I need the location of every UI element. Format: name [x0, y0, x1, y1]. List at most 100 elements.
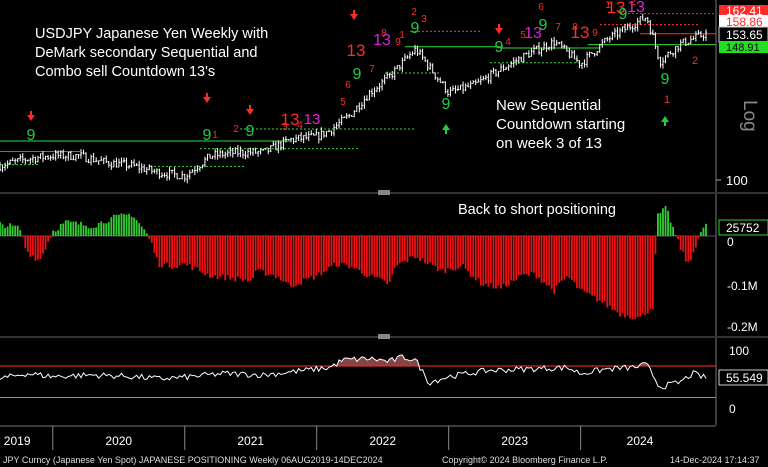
- positioning-bar-long: [82, 225, 85, 236]
- positioning-bar-short: [381, 236, 384, 279]
- positioning-bar-short: [350, 236, 353, 268]
- positioning-bar-long: [667, 210, 669, 236]
- demark-setup-digit: 2: [411, 7, 417, 18]
- positioning-bar-short: [307, 236, 310, 279]
- positioning-bar-long: [135, 220, 138, 236]
- demark-setup-digit: 7: [369, 64, 375, 75]
- positioning-bar-short: [211, 236, 214, 278]
- positioning-bar-short: [376, 236, 378, 278]
- positioning-bar-short: [279, 236, 282, 281]
- positioning-bar-long: [115, 214, 118, 236]
- price-tag-153: 153.65: [718, 26, 768, 43]
- positioning-bar-short: [360, 236, 363, 274]
- positioning-bar-short: [297, 236, 300, 285]
- positioning-bar-short: [398, 236, 401, 264]
- positioning-bar-short: [206, 236, 209, 274]
- positioning-bar-long: [674, 235, 677, 236]
- positioning-bar-long: [52, 230, 55, 236]
- positioning-bar-short: [651, 236, 654, 309]
- oscillator-last-label: 55.549: [726, 371, 763, 385]
- positioning-bar-long: [140, 226, 143, 236]
- price-tag-148: 148.91: [719, 41, 768, 54]
- demark-setup-digit: 3: [282, 122, 288, 133]
- positioning-bar-short: [429, 236, 432, 263]
- positioning-title: Back to short positioning: [458, 202, 616, 218]
- annotation-line-1: New Sequential: [496, 97, 601, 114]
- positioning-bar-short: [596, 236, 599, 302]
- demark-setup-digit: 1: [605, 0, 611, 11]
- positioning-bar-long: [54, 231, 57, 236]
- positioning-bar-short: [459, 236, 462, 267]
- positioning-bar-short: [247, 236, 249, 282]
- positioning-panel: Back to short positioning 25752 0 -0.1M …: [0, 194, 768, 336]
- panel-splitter-2[interactable]: [378, 334, 390, 339]
- oscillator-last-tag: 55.549: [718, 369, 768, 386]
- positioning-bar-long: [0, 221, 1, 236]
- positioning-bar-short: [598, 236, 601, 301]
- positioning-bar-short: [649, 236, 652, 310]
- positioning-bar-long: [9, 223, 12, 236]
- positioning-bar-short: [505, 236, 507, 287]
- positioning-bar-short: [209, 236, 211, 278]
- positioning-bar-short: [431, 236, 434, 265]
- positioning-bar-short: [576, 236, 578, 288]
- positioning-bar-short: [386, 236, 389, 285]
- positioning-bar-short: [522, 236, 525, 275]
- positioning-bar-short: [37, 236, 39, 260]
- pos-tick-2: -0.2M: [727, 320, 758, 334]
- positioning-bar-short: [188, 236, 191, 265]
- positioning-bar-long: [1, 224, 4, 236]
- positioning-bar-short: [335, 236, 338, 267]
- positioning-bar-long: [97, 222, 100, 236]
- demark-setup-digit: 2: [630, 0, 636, 8]
- positioning-bar-short: [295, 236, 297, 286]
- positioning-bar-short: [290, 236, 292, 287]
- positioning-bar-long: [102, 223, 105, 236]
- demark-count-label: 13: [347, 41, 366, 60]
- positioning-bar-short: [570, 236, 573, 280]
- panel-splitter-1[interactable]: [378, 190, 390, 195]
- positioning-bar-short: [560, 236, 563, 281]
- footer-left: JPY Curncy (Japanese Yen Spot) JAPANESE …: [3, 455, 383, 465]
- positioning-bar-long: [145, 233, 148, 236]
- positioning-bar-short: [158, 236, 161, 268]
- positioning-bar-long: [657, 213, 659, 236]
- positioning-bar-short: [345, 236, 348, 265]
- demark-count-label: 2: [692, 55, 698, 67]
- osc-tick-100: 100: [729, 344, 749, 358]
- pos-tick-0: 0: [727, 235, 734, 249]
- positioning-bar-long: [133, 217, 136, 236]
- positioning-bar-short: [520, 236, 523, 276]
- positioning-bar-short: [530, 236, 533, 273]
- positioning-bar-short: [150, 236, 153, 243]
- positioning-bar-long: [80, 221, 82, 236]
- positioning-bar-short: [421, 236, 424, 259]
- positioning-bar-long: [59, 223, 62, 236]
- positioning-bar-long: [128, 213, 130, 236]
- positioning-bar-long: [92, 227, 95, 236]
- positioning-bar-long: [669, 222, 672, 236]
- positioning-bar-long: [107, 222, 110, 236]
- demark-count-label: 9: [619, 6, 628, 23]
- oscillator-line: [0, 354, 707, 390]
- positioning-bar-short: [340, 236, 343, 263]
- positioning-bar-short: [47, 236, 49, 242]
- positioning-bar-short: [697, 236, 700, 239]
- positioning-bar-short: [621, 236, 624, 314]
- positioning-bar-short: [464, 236, 467, 269]
- positioning-bar-short: [639, 236, 642, 317]
- positioning-bar-short: [44, 236, 47, 250]
- positioning-bar-long: [662, 208, 664, 236]
- positioning-bar-short: [355, 236, 358, 269]
- positioning-bar-short: [330, 236, 333, 267]
- positioning-bar-short: [689, 236, 692, 261]
- positioning-bar-short: [409, 236, 411, 257]
- positioning-bar-short: [487, 236, 490, 287]
- demark-count-label: 9: [442, 96, 451, 113]
- positioning-bar-short: [305, 236, 308, 279]
- positioning-bar-short: [654, 236, 657, 255]
- footer: JPY Curncy (Japanese Yen Spot) JAPANESE …: [3, 455, 760, 465]
- positioning-bar-short: [565, 236, 568, 277]
- positioning-bar-short: [371, 236, 373, 275]
